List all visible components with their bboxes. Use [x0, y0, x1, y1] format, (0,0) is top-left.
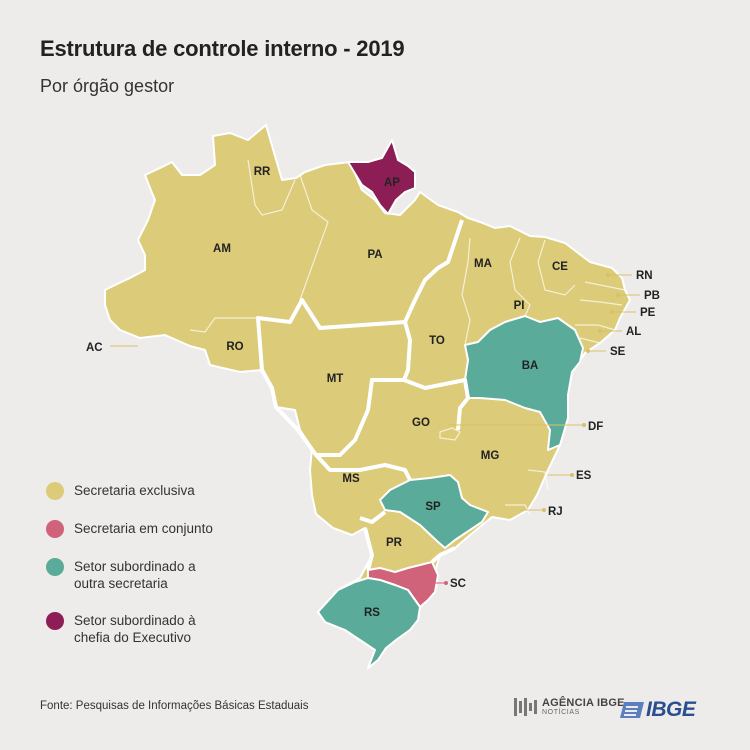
legend-label: Secretaria em conjunto	[74, 521, 213, 536]
border-line	[439, 427, 461, 441]
state-label-to: TO	[429, 335, 445, 347]
state-label-df: DF	[588, 421, 603, 433]
agencia-emblem-icon	[514, 698, 537, 716]
leader-dot	[586, 349, 590, 353]
ibge-logo-text: IBGE	[646, 698, 696, 721]
legend: Secretaria exclusiva Secretaria em conju…	[46, 482, 254, 666]
border-line	[584, 281, 626, 291]
leader-dot	[444, 581, 448, 585]
border-line	[509, 237, 531, 317]
border-line	[579, 299, 623, 306]
border-line	[527, 469, 549, 491]
border-line	[430, 546, 456, 564]
agencia-ibge-logo: AGÊNCIA IBGE NOTÍCIAS	[512, 696, 625, 718]
state-label-rs: RS	[364, 607, 380, 619]
state-label-al: AL	[626, 326, 641, 338]
state-label-pe: PE	[640, 307, 656, 319]
border-line	[505, 504, 531, 516]
leader-dot	[610, 310, 614, 314]
legend-swatch	[46, 520, 64, 538]
state-shape-sp	[379, 474, 489, 549]
state-label-sc: SC	[450, 578, 466, 590]
border-line	[359, 510, 387, 524]
state-label-pa: PA	[367, 249, 382, 261]
state-label-ap: AP	[384, 177, 400, 189]
agencia-logo-text: AGÊNCIA IBGE	[542, 696, 625, 709]
border-line	[299, 174, 329, 301]
legend-swatch	[46, 482, 64, 500]
leader-dot	[582, 423, 586, 427]
border-line	[403, 378, 470, 431]
state-label-ma: MA	[474, 258, 492, 270]
state-label-pb: PB	[644, 290, 660, 302]
state-shape-ap	[347, 139, 416, 215]
state-shape-ba	[464, 315, 584, 451]
state-label-pi: PI	[514, 300, 525, 312]
ibge-logo: IBGE	[618, 698, 696, 722]
state-label-rj: RJ	[548, 506, 563, 518]
state-label-ce: CE	[552, 261, 568, 273]
state-label-ac: AC	[86, 342, 103, 354]
border-line	[403, 219, 464, 323]
leader-dot	[606, 273, 610, 277]
state-label-pr: PR	[386, 537, 403, 549]
border-line	[314, 453, 412, 481]
state-label-rn: RN	[636, 270, 653, 282]
state-label-go: GO	[412, 417, 430, 429]
border-line	[579, 337, 601, 344]
border-line	[575, 324, 616, 331]
page-subtitle: Por órgão gestor	[40, 76, 175, 96]
legend-label: Secretaria exclusiva	[74, 483, 195, 498]
border-line	[461, 237, 471, 346]
page-title: Estrutura de controle interno - 2019	[40, 36, 405, 61]
state-label-am: AM	[213, 243, 231, 255]
ibge-emblem-icon	[620, 702, 644, 718]
agencia-logo-subtext: NOTÍCIAS	[542, 708, 580, 716]
state-shape-rs	[317, 577, 421, 669]
border-line	[247, 159, 296, 216]
border-line	[189, 317, 258, 333]
leader-dot	[570, 473, 574, 477]
legend-item-setor-subordinado-executivo: Setor subordinado à chefia do Executivo	[46, 612, 254, 646]
border-line	[256, 298, 412, 457]
legend-item-secretaria-em-conjunto: Secretaria em conjunto	[46, 520, 254, 538]
state-label-se: SE	[610, 346, 626, 358]
leader-dot	[598, 329, 602, 333]
leader-dot	[542, 508, 546, 512]
state-label-mt: MT	[327, 373, 344, 385]
source-note: Fonte: Pesquisas de Informações Básicas …	[40, 700, 309, 712]
legend-item-secretaria-exclusiva: Secretaria exclusiva	[46, 482, 254, 500]
state-label-es: ES	[576, 470, 592, 482]
legend-label: Setor subordinado à chefia do Executivo	[74, 613, 196, 645]
border-line	[537, 239, 576, 296]
border-line	[363, 527, 374, 571]
state-label-mg: MG	[481, 450, 500, 462]
legend-swatch	[46, 558, 64, 576]
leader-dot	[616, 293, 620, 297]
state-label-ba: BA	[522, 360, 539, 372]
state-label-sp: SP	[425, 501, 441, 513]
state-label-ro: RO	[226, 341, 243, 353]
state-label-ms: MS	[342, 473, 360, 485]
legend-swatch	[46, 612, 64, 630]
legend-label: Setor subordinado a outra secretaria	[74, 559, 196, 591]
legend-item-setor-subordinado-secretaria: Setor subordinado a outra secretaria	[46, 558, 254, 592]
state-label-rr: RR	[254, 166, 271, 178]
